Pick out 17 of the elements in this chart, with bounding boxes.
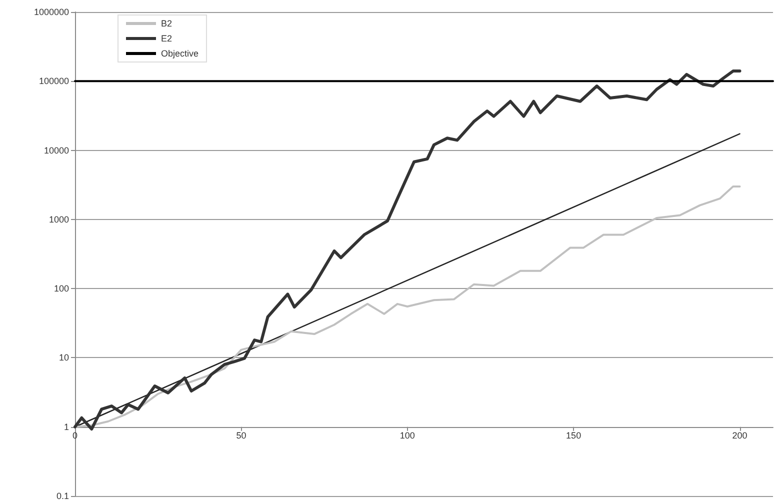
y-tick-label: 1000000	[34, 7, 69, 17]
legend-label: E2	[161, 34, 172, 44]
y-tick-label: 1000	[48, 214, 69, 224]
x-tick-label: 100	[400, 430, 415, 440]
y-tick-label: 100	[54, 284, 69, 294]
y-tick-label: 10	[58, 352, 69, 363]
y-tick-label: 1	[64, 422, 69, 432]
x-tick-label: 150	[566, 430, 582, 440]
y-tick-label: 100000	[38, 76, 69, 86]
y-tick-label: 0.1	[56, 491, 69, 501]
line-series	[74, 185, 741, 428]
y-tick-label: 10000	[44, 145, 69, 156]
x-tick-label: 50	[236, 430, 246, 440]
legend-label: B2	[161, 18, 172, 28]
line-series	[74, 70, 742, 431]
legend-label: Objective	[161, 48, 199, 58]
x-tick-label: 200	[732, 430, 748, 440]
